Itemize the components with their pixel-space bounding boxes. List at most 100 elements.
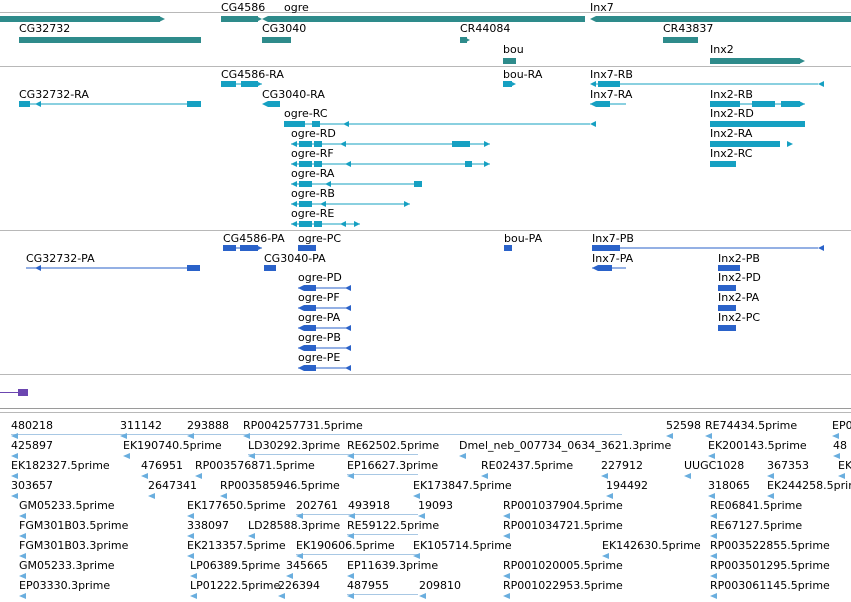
protein-label: CG3040-PA (264, 252, 326, 265)
est-label: 487955 (347, 579, 389, 592)
est-arrow-icon (413, 553, 420, 559)
est-label: RP003522855.5prime (710, 539, 830, 552)
est-label: EK182327.5prime (11, 459, 110, 472)
track-separator (0, 412, 851, 413)
est-arrow-icon (710, 573, 717, 579)
est-label: 345665 (286, 559, 328, 572)
est-label: 293888 (187, 419, 229, 432)
gene-label: Inx7 (590, 1, 614, 14)
est-label: RP004257731.5prime (243, 419, 363, 432)
transcript-label: Inx2-RA (710, 127, 753, 140)
est-arrow-icon (248, 453, 255, 459)
est-arrow-icon (347, 473, 354, 479)
transcript-label: ogre-RA (291, 167, 335, 180)
gene-label: CR43837 (663, 22, 714, 35)
est-label: Dmel_neb_007734_0634_3621.3prime (459, 439, 672, 452)
est-label: 425897 (11, 439, 53, 452)
est-arrow-icon (767, 473, 774, 479)
transcript-label: Inx2-RB (710, 88, 753, 101)
protein-label: Inx2-PB (718, 252, 760, 265)
est-arrow-icon (348, 513, 355, 519)
est-label: 311142 (120, 419, 162, 432)
est-arrow-icon (11, 493, 18, 499)
est-connector-line (296, 554, 418, 555)
est-label: 318065 (708, 479, 750, 492)
est-arrow-icon (19, 553, 26, 559)
est-connector-line (248, 454, 418, 455)
transcript-label: Inx7-RA (590, 88, 633, 101)
est-label: EP03330.3prime (19, 579, 111, 592)
est-label: EP11639.3prime (347, 559, 439, 572)
est-arrow-icon (190, 573, 197, 579)
est-arrow-icon (708, 493, 715, 499)
est-label: RE02437.5prime (481, 459, 574, 472)
protein-label: Inx7-PB (592, 232, 634, 245)
misc-feature[interactable] (0, 386, 40, 400)
est-label: 48 (833, 439, 847, 452)
gene-label: bou (503, 43, 524, 56)
track-separator (0, 66, 851, 67)
est-arrow-icon (710, 593, 717, 599)
est-arrow-icon (278, 593, 285, 599)
transcript-label: Inx2-RC (710, 147, 753, 160)
est-arrow-icon (418, 513, 425, 519)
est-label: 367353 (767, 459, 809, 472)
gene-label: CG32732 (19, 22, 71, 35)
est-label: RP001034721.5prime (503, 519, 623, 532)
est-label: 303657 (11, 479, 53, 492)
transcript-label: ogre-RC (284, 107, 328, 120)
est-arrow-icon (141, 473, 148, 479)
est-connector-line (347, 474, 418, 475)
est-label: EK173847.5prime (413, 479, 512, 492)
gene-partial-glyph (0, 16, 165, 22)
est-label: EK (838, 459, 851, 472)
est-label: 194492 (606, 479, 648, 492)
est-arrow-icon (19, 593, 26, 599)
est-arrow-icon (248, 533, 255, 539)
est-arrow-icon (296, 513, 303, 519)
protein-label: Inx2-PC (718, 311, 761, 324)
est-arrow-icon (710, 533, 717, 539)
est-arrow-icon (705, 433, 712, 439)
est-label: FGM301B03.3prime (19, 539, 129, 552)
track-separator (0, 408, 851, 409)
est-arrow-icon (833, 453, 840, 459)
est-label: EK244258.5prime (767, 479, 851, 492)
est-label: 227912 (601, 459, 643, 472)
transcript-label: CG4586-RA (221, 68, 284, 81)
protein-label: ogre-PE (298, 351, 341, 364)
est-arrow-icon (19, 533, 26, 539)
est-arrow-icon (838, 473, 845, 479)
est-arrow-icon (710, 553, 717, 559)
est-label: FGM301B03.5prime (19, 519, 129, 532)
track-separator (0, 12, 851, 13)
protein-label: Inx2-PA (718, 291, 760, 304)
est-arrow-icon (220, 493, 227, 499)
est-label: RE74434.5prime (705, 419, 798, 432)
est-arrow-icon (190, 593, 197, 599)
est-label: 338097 (187, 519, 229, 532)
est-label: 202761 (296, 499, 338, 512)
est-connector-line (11, 434, 622, 435)
est-label: UUGC1028 (684, 459, 745, 472)
gene-label: Inx2 (710, 43, 734, 56)
gene-label: CG4586 (221, 1, 266, 14)
est-arrow-icon (666, 433, 673, 439)
est-label: 52598 (666, 419, 701, 432)
